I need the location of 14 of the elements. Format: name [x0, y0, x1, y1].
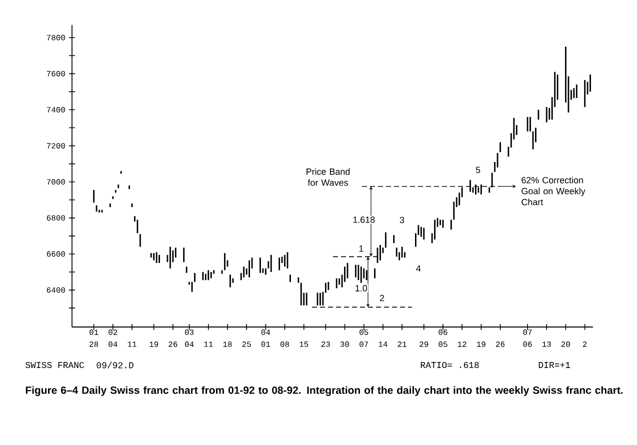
text: SWISS FRANC: [26, 362, 84, 368]
text: DIR=+1: [538, 362, 570, 368]
annotation: 3: [400, 216, 404, 224]
annotation: Price Band for Waves: [306, 168, 350, 186]
annotation: 1: [359, 245, 364, 252]
text: 09/92.D: [96, 362, 134, 368]
annotation: 1.0: [356, 285, 368, 292]
annotation: 62% Correction Goal on Weekly Chart: [522, 176, 586, 206]
annotation: 5: [476, 166, 480, 174]
text: RATIO= .618: [420, 362, 479, 368]
annotation: 4: [416, 265, 421, 272]
annotation: 1.618: [353, 216, 375, 223]
text: Figure 6–4 Daily Swiss franc chart from 01-92 to 08-92. Integration of the daily chart into the weekly Swiss franc chart.: [26, 386, 623, 396]
annotation: 2: [380, 294, 384, 302]
